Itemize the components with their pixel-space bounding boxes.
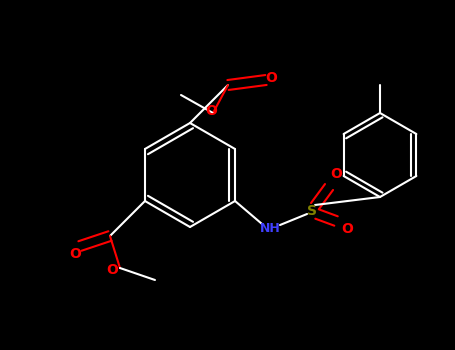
Text: O: O xyxy=(330,167,342,181)
Text: O: O xyxy=(265,71,277,85)
Text: S: S xyxy=(307,204,317,218)
Text: O: O xyxy=(341,222,353,236)
Text: NH: NH xyxy=(260,223,280,236)
Text: O: O xyxy=(205,104,217,118)
Text: O: O xyxy=(69,247,81,261)
Text: O: O xyxy=(106,263,118,277)
